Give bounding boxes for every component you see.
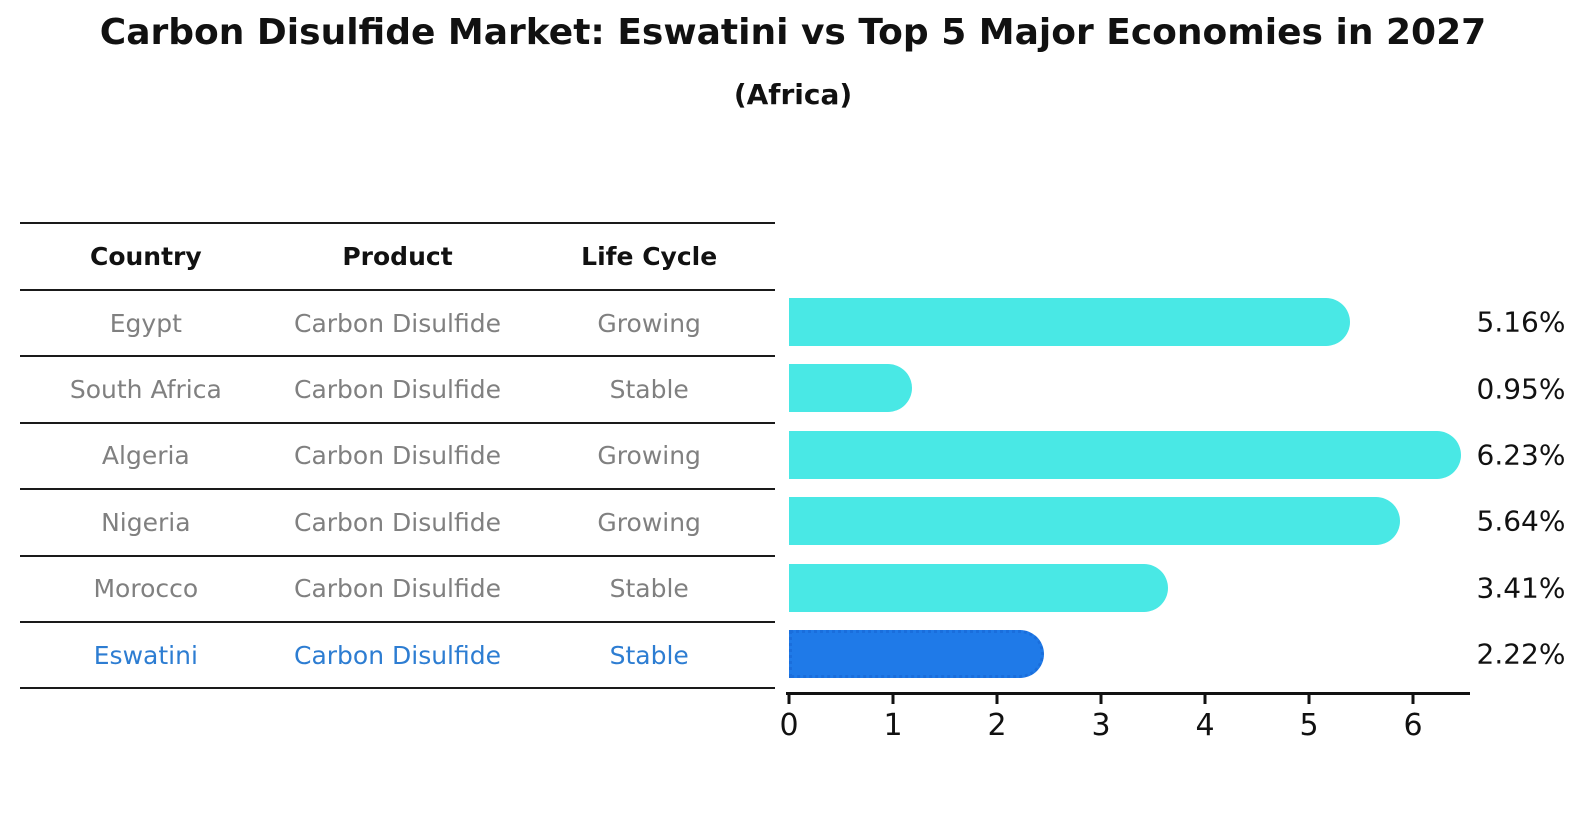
- table-header-product: Product: [342, 242, 453, 271]
- table-body: Egypt Carbon Disulfide Growing South Africa…: [20, 291, 775, 690]
- chart-title: Carbon Disulfide Market: Eswatini vs Top…: [99, 12, 1487, 53]
- bar-south-africa: [789, 364, 912, 413]
- bar-value-label: 2.22%: [1476, 637, 1566, 671]
- bar-value-label: 6.23%: [1476, 438, 1566, 472]
- table-cell-product: Carbon Disulfide: [293, 640, 502, 670]
- bar-nigeria: [789, 497, 1400, 546]
- x-axis-tick-label: 6: [1403, 708, 1423, 743]
- chart-subtitle: (Africa): [733, 78, 853, 111]
- table-cell-product: Carbon Disulfide: [293, 375, 502, 405]
- x-axis-tick: [891, 695, 895, 704]
- x-axis-tick: [1411, 695, 1415, 704]
- table-cell-product: Carbon Disulfide: [293, 308, 502, 338]
- x-axis-tick-label: 2: [987, 708, 1007, 743]
- table-cell-country: Eswatini: [93, 640, 198, 670]
- table-cell-life-cycle: Stable: [609, 375, 689, 405]
- bar-value-label: 0.95%: [1476, 372, 1566, 406]
- table-cell-country: South Africa: [69, 375, 222, 405]
- table-cell-life-cycle: Growing: [597, 308, 701, 338]
- table-cell-country: Egypt: [109, 308, 182, 338]
- table-row-nigeria: Nigeria Carbon Disulfide Growing: [20, 490, 775, 557]
- bar-value-label: 5.16%: [1476, 305, 1566, 339]
- table-row-south-africa: South Africa Carbon Disulfide Stable: [20, 357, 775, 424]
- bar-egypt: [789, 298, 1350, 346]
- table-header-row: Country Product Life Cycle: [20, 224, 775, 291]
- table-cell-product: Carbon Disulfide: [293, 441, 502, 471]
- table-cell-product: Carbon Disulfide: [293, 574, 502, 604]
- table-header-life-cycle: Life Cycle: [581, 242, 718, 271]
- table-row-algeria: Algeria Carbon Disulfide Growing: [20, 424, 775, 491]
- bar-morocco: [789, 563, 1168, 612]
- table-row-egypt: Egypt Carbon Disulfide Growing: [20, 291, 775, 358]
- bar-algeria: [789, 430, 1461, 479]
- x-axis-tick: [1203, 695, 1207, 704]
- x-axis-tick-label: 3: [1091, 708, 1111, 743]
- country-table: Country Product Life Cycle Egypt Carbon D…: [20, 222, 775, 690]
- x-axis-tick: [1099, 695, 1103, 704]
- table-header-country: Country: [89, 242, 202, 271]
- table-cell-product: Carbon Disulfide: [293, 507, 502, 537]
- table-cell-country: Morocco: [93, 574, 199, 604]
- x-axis-tick-label: 0: [779, 708, 799, 743]
- table-cell-life-cycle: Stable: [609, 640, 689, 670]
- table-cell-life-cycle: Stable: [609, 574, 689, 604]
- bar-eswatini: [789, 630, 1044, 678]
- x-axis-tick-label: 5: [1299, 708, 1319, 743]
- x-axis-tick-label: 1: [883, 708, 903, 743]
- table-cell-life-cycle: Growing: [597, 441, 701, 471]
- table-cell-country: Nigeria: [101, 507, 191, 537]
- bar-value-label: 5.64%: [1476, 504, 1566, 538]
- table-row-morocco: Morocco Carbon Disulfide Stable: [20, 557, 775, 623]
- x-axis-line: [786, 692, 1470, 695]
- x-axis-tick: [787, 695, 791, 704]
- bar-value-label: 3.41%: [1476, 571, 1566, 605]
- table-row-eswatini: Eswatini Carbon Disulfide Stable: [20, 623, 775, 690]
- x-axis-tick-label: 4: [1195, 708, 1215, 743]
- x-axis-tick: [1307, 695, 1311, 704]
- x-axis-tick: [995, 695, 999, 704]
- table-cell-country: Algeria: [101, 441, 190, 471]
- table-cell-life-cycle: Growing: [597, 507, 701, 537]
